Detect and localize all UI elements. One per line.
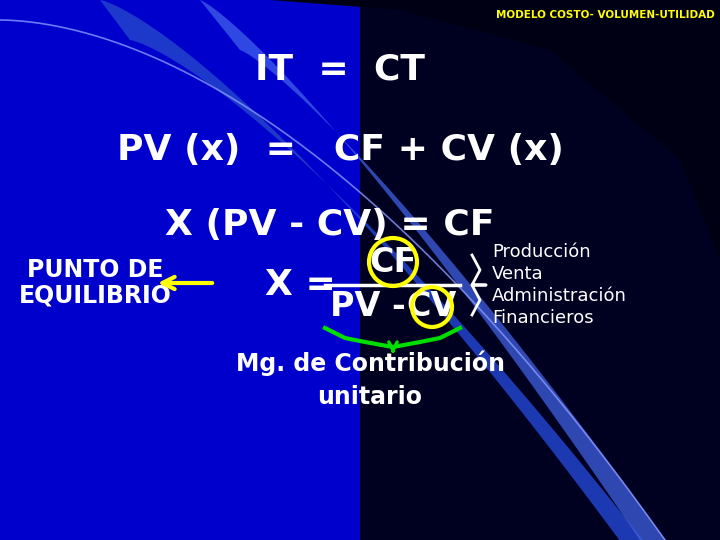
Text: PV -: PV - bbox=[330, 291, 406, 323]
Text: EQUILIBRIO: EQUILIBRIO bbox=[19, 283, 171, 307]
Text: Producción: Producción bbox=[492, 243, 590, 261]
Text: Administración: Administración bbox=[492, 287, 627, 305]
Text: PUNTO DE: PUNTO DE bbox=[27, 258, 163, 282]
Polygon shape bbox=[100, 0, 720, 540]
Text: IT  =  CT: IT = CT bbox=[255, 53, 425, 87]
Text: Venta: Venta bbox=[492, 265, 544, 283]
Text: CF: CF bbox=[369, 246, 417, 279]
Text: Mg. de Contribución
unitario: Mg. de Contribución unitario bbox=[235, 350, 505, 409]
Polygon shape bbox=[200, 0, 720, 540]
Polygon shape bbox=[360, 0, 720, 540]
Text: CV: CV bbox=[407, 291, 457, 323]
Text: MODELO COSTO- VOLUMEN-UTILIDAD: MODELO COSTO- VOLUMEN-UTILIDAD bbox=[496, 10, 715, 20]
Polygon shape bbox=[270, 0, 720, 540]
Text: X =: X = bbox=[264, 268, 336, 302]
Text: Financieros: Financieros bbox=[492, 309, 593, 327]
Text: PV (x)  =   CF + CV (x): PV (x) = CF + CV (x) bbox=[117, 133, 564, 167]
Text: X (PV - CV) = CF: X (PV - CV) = CF bbox=[166, 208, 495, 242]
